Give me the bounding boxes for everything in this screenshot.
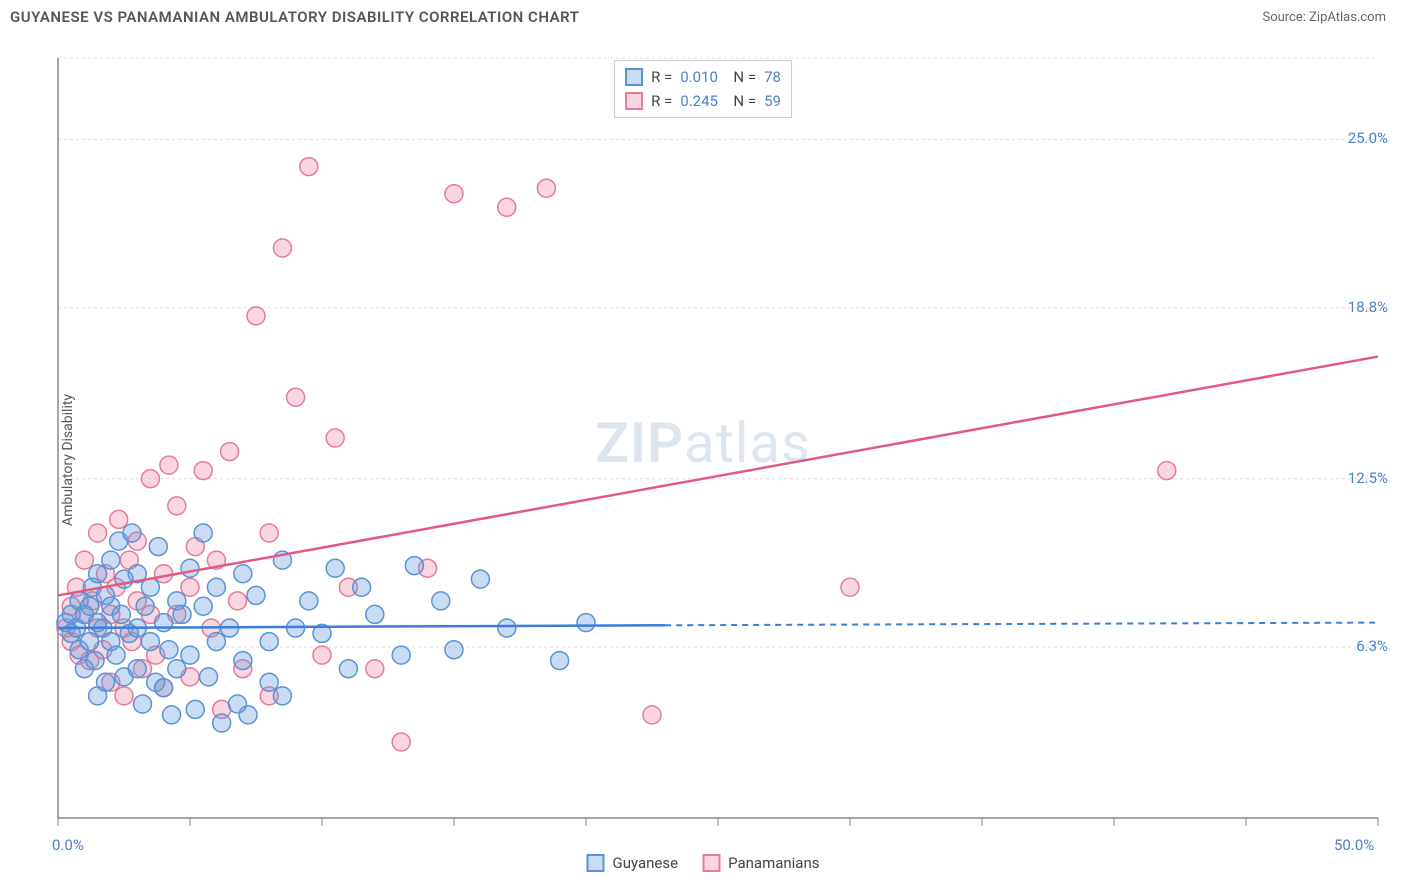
legend-label-guyanese: Guyanese <box>613 854 679 872</box>
scatter-chart <box>10 40 1396 880</box>
y-tick-label: 25.0% <box>1348 129 1388 147</box>
y-axis-label: Ambulatory Disability <box>60 394 76 526</box>
y-tick-label: 12.5% <box>1348 469 1388 487</box>
chart-title: GUYANESE VS PANAMANIAN AMBULATORY DISABI… <box>10 8 579 26</box>
legend-item-guyanese: Guyanese <box>587 854 679 872</box>
swatch-panamanians-icon <box>702 854 720 872</box>
y-tick-label: 6.3% <box>1356 637 1388 655</box>
legend-row-guyanese: R = 0.010 N = 78 <box>625 65 781 89</box>
swatch-guyanese <box>625 68 643 86</box>
y-tick-label: 18.8% <box>1348 298 1388 316</box>
chart-container: Ambulatory Disability ZIPatlas R = 0.010… <box>10 40 1396 880</box>
swatch-guyanese-icon <box>587 854 605 872</box>
source-label: Source: ZipAtlas.com <box>1262 10 1386 25</box>
legend-item-panamanians: Panamanians <box>702 854 819 872</box>
legend-stats: R = 0.010 N = 78 R = 0.245 N = 59 <box>614 60 792 118</box>
swatch-panamanians <box>625 92 643 110</box>
legend-label-panamanians: Panamanians <box>728 854 819 872</box>
legend-series: Guyanese Panamanians <box>587 854 820 872</box>
x-axis-min-label: 0.0% <box>52 836 84 854</box>
legend-row-panamanians: R = 0.245 N = 59 <box>625 89 781 113</box>
x-axis-max-label: 50.0% <box>1334 836 1374 854</box>
